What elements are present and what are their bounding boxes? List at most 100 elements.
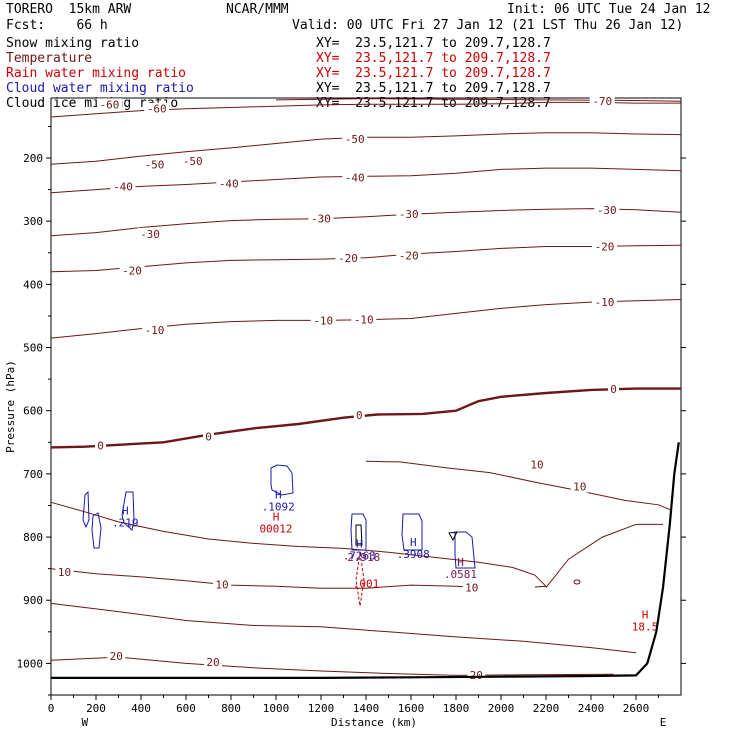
max-marker-value: .3908 (397, 548, 430, 561)
y-tick-label: 700 (23, 468, 43, 481)
legend-entry: Snow mixing ratio (6, 36, 140, 51)
max-marker-value: 18.5 (632, 621, 659, 634)
contour-label-bg (570, 480, 589, 493)
rain-contour (355, 551, 365, 607)
contour-label-bg (137, 227, 163, 240)
isotherm-label: -70 (592, 95, 612, 108)
contour-label-bg (110, 180, 136, 193)
x-axis-title: Distance (km) (331, 716, 417, 729)
max-marker-value: .1092 (262, 501, 295, 514)
y-tick-label: 300 (23, 215, 43, 228)
max-marker-h: H (122, 504, 129, 517)
isotherm-label: -40 (219, 177, 239, 190)
isotherm-label: -30 (597, 204, 617, 217)
legend-xy: XY= 23.5,121.7 to 209.7,128.7 (316, 36, 551, 51)
contour-label-bg (142, 158, 167, 171)
isotherm-label-warm: 10 (573, 481, 586, 494)
max-marker-value: .0581 (444, 568, 477, 581)
contour-label-bg (528, 458, 546, 471)
isotherm-label: -30 (140, 228, 160, 241)
contour-label-bg (342, 171, 368, 184)
isotherm-label: -50 (345, 133, 365, 146)
contour-label-bg (216, 177, 242, 190)
isotherm-line (50, 208, 682, 237)
x-tick-label: 1000 (263, 702, 290, 715)
x-tick-label: 2400 (578, 702, 605, 715)
isotherm-label-warm: 20 (206, 656, 219, 669)
terrain-line (51, 442, 680, 679)
isotherm-label-warm: 10 (465, 582, 478, 595)
contour-label-bg (594, 203, 620, 216)
isotherm-label: -60 (147, 103, 167, 116)
isotherm-line-warm (545, 523, 663, 588)
isotherm-line-warm (365, 460, 673, 511)
x-tick-label: 2000 (488, 702, 515, 715)
contour-label-bg (107, 649, 126, 662)
contour-label-bg (396, 249, 422, 262)
isotherm-label: -50 (183, 155, 203, 168)
max-marker-h: H (457, 556, 464, 569)
cloud-water-contour (270, 464, 294, 496)
contour-label-bg (310, 314, 336, 327)
contour-label-bg (589, 95, 615, 108)
isotherm-label: -20 (595, 240, 615, 253)
contour-label-bg (55, 565, 74, 578)
isotherm-line-warm (50, 656, 614, 676)
snow-contour (448, 531, 458, 542)
isotherm-label: 0 (97, 439, 104, 452)
valid-time: Valid: 00 UTC Fri 27 Jan 12 (21 LST Thu … (292, 18, 684, 33)
contour-label-bg (95, 439, 106, 452)
y-tick-label: 500 (23, 342, 43, 355)
x-tick-label: 2200 (533, 702, 560, 715)
contour-label-bg (97, 98, 122, 111)
isotherm-label-warm: 20 (470, 669, 483, 682)
max-marker-h: H (410, 536, 417, 549)
contour-label-bg (119, 264, 145, 277)
isotherm-label: -40 (345, 172, 365, 185)
x-tick-label: 1200 (308, 702, 335, 715)
isotherm-line-warm (50, 568, 479, 589)
contour-label-bg (142, 323, 167, 336)
y-tick-label: 200 (23, 152, 43, 165)
x-tick-label: 1800 (443, 702, 470, 715)
isotherm-line (50, 244, 682, 273)
max-marker-value: .001 (353, 578, 380, 591)
max-marker-h: H (642, 609, 649, 622)
contour-label-bg (592, 240, 617, 253)
x-tick-label: 1400 (353, 702, 380, 715)
isotherm-label-warm: 20 (110, 650, 123, 663)
max-marker-value: 2.918 (347, 551, 380, 564)
contour-label-bg (462, 581, 481, 594)
contour-label-bg (203, 430, 214, 443)
isotherm-line-warm (50, 501, 548, 588)
east-label: E (660, 716, 667, 729)
isotherm-label: -20 (399, 249, 419, 262)
isotherm-label: -40 (113, 180, 133, 193)
init-time: Init: 06 UTC Tue 24 Jan 12 (507, 2, 711, 17)
max-marker-h: H (275, 489, 282, 502)
y-tick-label: 400 (23, 278, 43, 291)
legend-xy: XY= 23.5,121.7 to 209.7,128.7 (316, 66, 551, 81)
model-title: TORERO 15km ARW (6, 2, 132, 17)
legend-entry: Temperature (6, 51, 93, 66)
contour-label-bg (396, 208, 422, 221)
contour-label-bg (592, 296, 617, 309)
isotherm-line (275, 98, 682, 102)
legend-entry: Cloud water mixing ratio (6, 81, 194, 96)
y-tick-label: 900 (23, 594, 43, 607)
contour-label-bg (608, 383, 619, 396)
west-label: W (81, 716, 88, 729)
max-marker-h: H (356, 537, 363, 550)
isotherm-label: -10 (595, 296, 615, 309)
isotherm-label-warm: 10 (530, 458, 543, 471)
y-tick-label: 800 (23, 531, 43, 544)
org-label: NCAR/MMM (226, 2, 289, 17)
isotherm-line (50, 387, 681, 449)
isotherm-label: -30 (311, 213, 331, 226)
cloud-water-contour (82, 490, 90, 529)
isotherm-label: -60 (100, 98, 120, 111)
isotherm-label-warm: 10 (215, 578, 228, 591)
x-tick-label: 200 (86, 702, 106, 715)
plot-frame (50, 97, 682, 696)
forecast-hour: Fcst: 66 h (6, 18, 108, 33)
